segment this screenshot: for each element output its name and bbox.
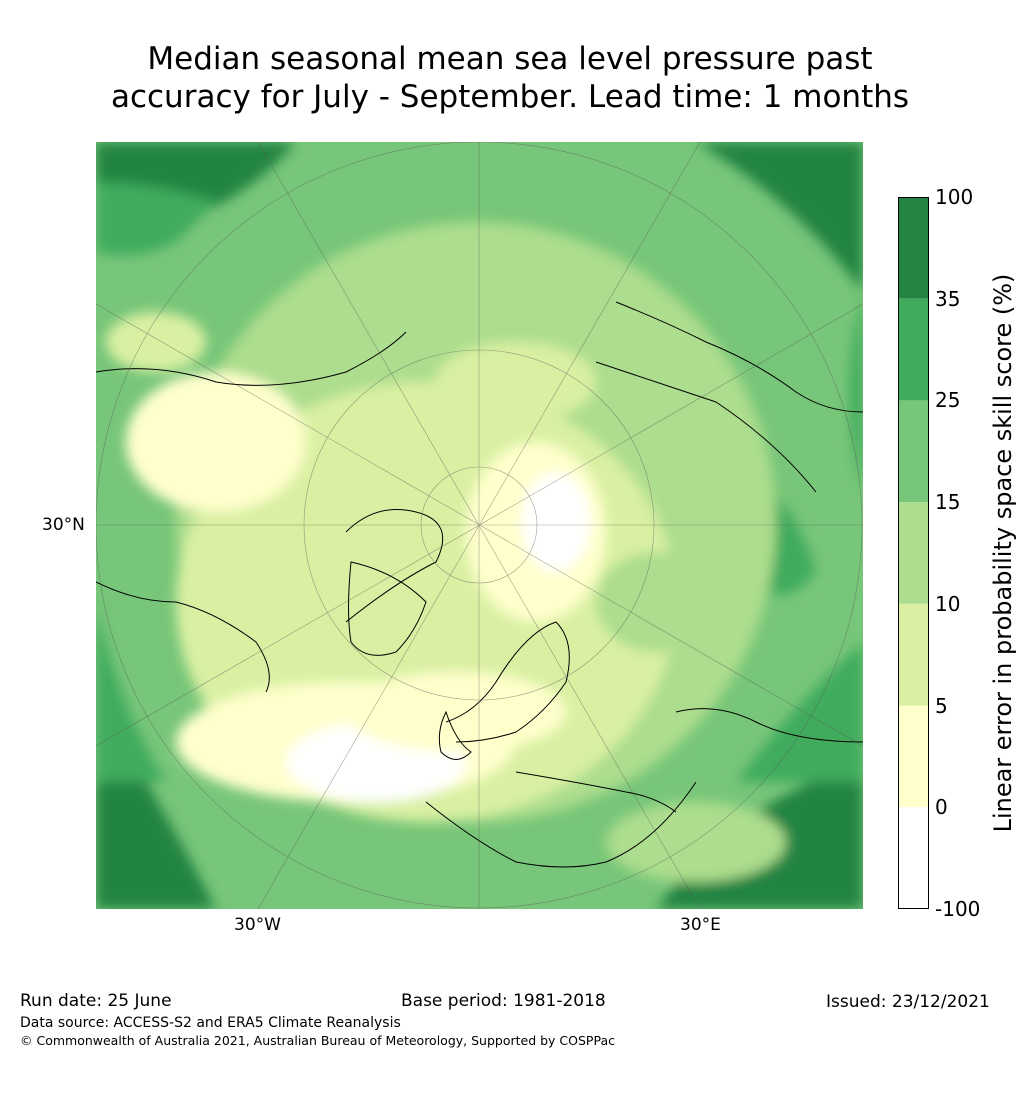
issued-date: Issued: 23/12/2021 bbox=[826, 992, 990, 1012]
colorbar-frame bbox=[898, 197, 929, 909]
graticule bbox=[96, 142, 863, 909]
colorbar-bin bbox=[898, 400, 929, 503]
title-line-2: accuracy for July - September. Lead time… bbox=[110, 79, 910, 115]
colorbar-tick-label: 15 bbox=[935, 490, 961, 515]
colorbar-tick-label: 35 bbox=[935, 286, 961, 311]
colorbar bbox=[898, 197, 929, 909]
skill-score-map bbox=[96, 142, 863, 909]
chart-title: Median seasonal mean sea level pressure … bbox=[0, 40, 1020, 116]
colorbar-bin bbox=[898, 705, 929, 808]
base-period: Base period: 1981-2018 bbox=[401, 991, 606, 1011]
lon-label-30w: 30°W bbox=[234, 915, 281, 935]
colorbar-bin bbox=[898, 502, 929, 604]
colorbar-bin bbox=[898, 603, 929, 706]
colorbar-label: Linear error in probability space skill … bbox=[989, 273, 1017, 833]
colorbar-tick-label: 10 bbox=[935, 591, 961, 616]
colorbar-bin bbox=[898, 807, 929, 909]
colorbar-tick-label: 5 bbox=[935, 693, 948, 718]
copyright: © Commonwealth of Australia 2021, Austra… bbox=[20, 1033, 615, 1048]
run-date: Run date: 25 June bbox=[20, 991, 172, 1011]
coastlines bbox=[96, 301, 863, 868]
colorbar-bin bbox=[898, 197, 929, 299]
colorbar-tick-label: 25 bbox=[935, 388, 961, 413]
colorbar-tick-label: 0 bbox=[935, 795, 948, 820]
map-canvas bbox=[96, 142, 863, 909]
colorbar-tick-label: 100 bbox=[935, 185, 974, 209]
lon-label-30e: 30°E bbox=[680, 915, 721, 935]
colorbar-bin bbox=[898, 298, 929, 401]
lat-label-30n: 30°N bbox=[42, 515, 85, 535]
title-line-1: Median seasonal mean sea level pressure … bbox=[147, 41, 873, 77]
data-source: Data source: ACCESS-S2 and ERA5 Climate … bbox=[20, 1015, 401, 1031]
colorbar-tick-label: -100 bbox=[935, 897, 981, 921]
